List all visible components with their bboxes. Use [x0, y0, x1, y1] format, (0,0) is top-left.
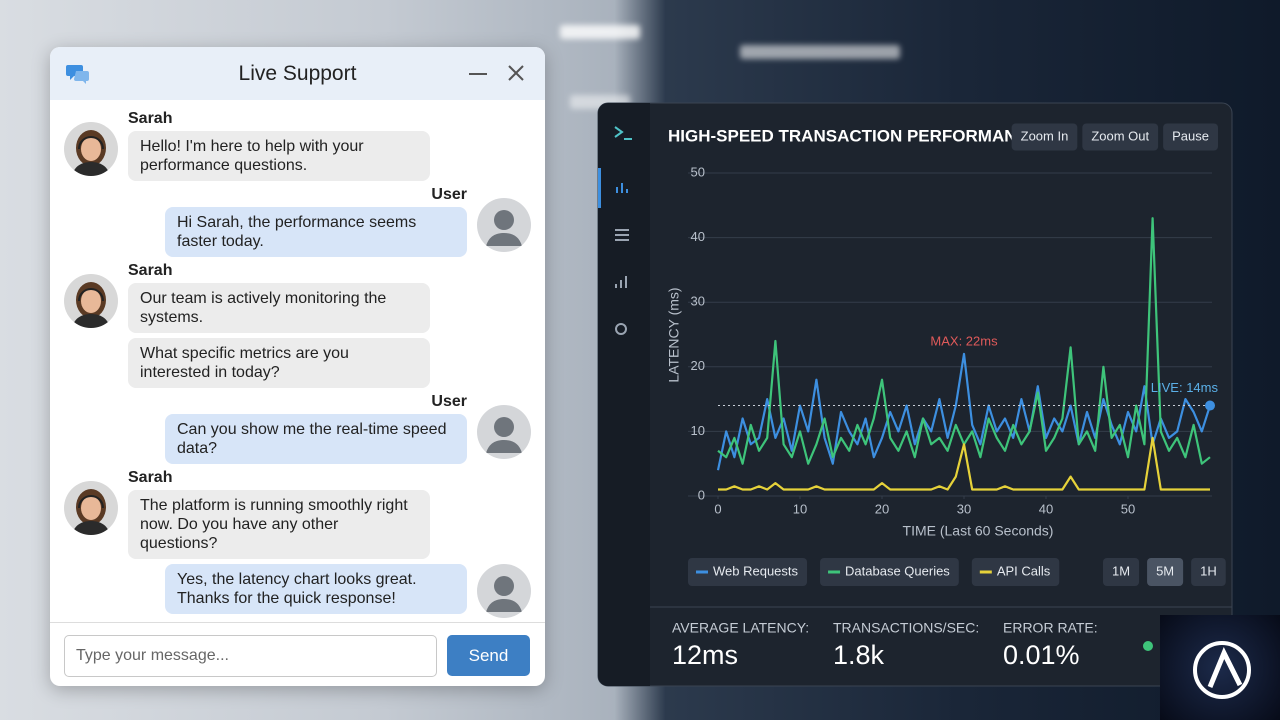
close-button[interactable] [508, 65, 524, 81]
sender-name: Sarah [128, 110, 173, 127]
user-avatar [477, 564, 531, 618]
avatar [64, 481, 118, 535]
window-controls [469, 65, 524, 81]
message-content: User Can you show me the real-time speed … [165, 393, 467, 464]
message-bubble: Yes, the latency chart looks great. Than… [165, 564, 467, 614]
message-content: What specific metrics are you interested… [128, 338, 430, 388]
message-row: Sarah Hello! I'm here to help with your p… [50, 110, 545, 181]
message-bubble: What specific metrics are you interested… [128, 338, 430, 388]
message-bubble: Hi Sarah, the performance seems faster t… [165, 207, 467, 257]
message-row: User Hi Sarah, the performance seems fast… [50, 186, 545, 257]
agent-avatar [64, 274, 118, 328]
sender-name: Sarah [128, 469, 173, 486]
user-avatar [477, 405, 531, 459]
logo-mark [1193, 641, 1251, 699]
agent-avatar [64, 122, 118, 176]
message-bubble: Our team is actively monitoring the syst… [128, 283, 430, 333]
avatar [477, 198, 531, 252]
message-content: Sarah Our team is actively monitoring the… [128, 262, 430, 333]
ceiling-light [570, 95, 630, 109]
ceiling-light [560, 25, 640, 39]
logo [1160, 615, 1280, 720]
chat-icon [66, 65, 89, 84]
message-content: Sarah The platform is running smoothly ri… [128, 469, 430, 559]
chat-header: Live Support [50, 47, 545, 100]
avatar [64, 122, 118, 176]
sender-name: User [431, 186, 467, 203]
agent-avatar [64, 481, 118, 535]
avatar [477, 564, 531, 618]
message-content: User Hi Sarah, the performance seems fast… [165, 186, 467, 257]
divider [50, 622, 545, 623]
message-row: Sarah The platform is running smoothly ri… [50, 469, 545, 559]
message-content: Yes, the latency chart looks great. Than… [165, 564, 467, 614]
message-content: Sarah Hello! I'm here to help with your p… [128, 110, 430, 181]
avatar [64, 274, 118, 328]
send-button[interactable]: Send [447, 635, 530, 676]
message-row: User Can you show me the real-time speed … [50, 393, 545, 464]
user-avatar [477, 198, 531, 252]
message-row: Sarah Our team is actively monitoring the… [50, 262, 545, 333]
avatar [477, 405, 531, 459]
message-input[interactable]: Type your message... [64, 635, 437, 677]
sender-name: Sarah [128, 262, 173, 279]
message-bubble: The platform is running smoothly right n… [128, 490, 430, 559]
sender-name: User [431, 393, 467, 410]
message-bubble: Can you show me the real-time speed data… [165, 414, 467, 464]
message-row: What specific metrics are you interested… [50, 338, 545, 388]
chat-window: Live Support Sarah Hello! I'm here to hel… [50, 47, 545, 686]
message-list: Sarah Hello! I'm here to help with your p… [50, 105, 545, 618]
ceiling-light [740, 45, 900, 59]
message-bubble: Hello! I'm here to help with your perfor… [128, 131, 430, 181]
message-row: Yes, the latency chart looks great. Than… [50, 564, 545, 618]
chat-title: Live Support [238, 62, 357, 85]
